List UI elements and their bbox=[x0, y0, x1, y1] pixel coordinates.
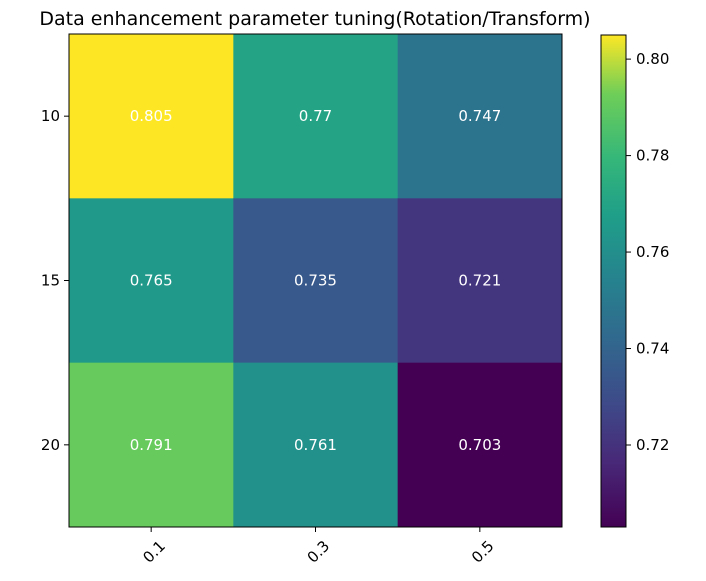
cell-value-label: 0.77 bbox=[299, 107, 332, 125]
x-tick-label: 0.3 bbox=[304, 537, 334, 567]
y-tick-label: 20 bbox=[41, 436, 60, 454]
chart-title: Data enhancement parameter tuning(Rotati… bbox=[39, 8, 590, 30]
y-tick-label: 10 bbox=[41, 107, 60, 125]
heatmap-cell bbox=[233, 362, 399, 528]
heatmap-cells bbox=[69, 34, 563, 528]
y-tick-label: 15 bbox=[41, 272, 60, 290]
cell-value-label: 0.791 bbox=[130, 436, 173, 454]
colorbar: 0.72 0.74 0.76 0.78 0.80 bbox=[600, 34, 669, 528]
heatmap-cell bbox=[69, 362, 234, 528]
heatmap-cell bbox=[233, 34, 399, 199]
x-tick-label: 0.5 bbox=[468, 537, 498, 567]
cell-value-label: 0.703 bbox=[458, 436, 501, 454]
colorbar-tick-label: 0.76 bbox=[636, 243, 669, 261]
x-axis: 0.1 0.3 0.5 bbox=[139, 527, 498, 567]
colorbar-tick-label: 0.74 bbox=[636, 340, 669, 358]
heatmap-cell bbox=[397, 362, 563, 528]
cell-value-label: 0.721 bbox=[458, 272, 501, 290]
cell-value-label: 0.765 bbox=[130, 272, 173, 290]
heatmap-cell bbox=[69, 198, 234, 364]
cell-value-label: 0.761 bbox=[294, 436, 337, 454]
y-axis: 10 15 20 bbox=[41, 107, 69, 454]
heatmap-cell bbox=[233, 198, 399, 364]
cell-value-label: 0.735 bbox=[294, 272, 337, 290]
cell-value-label: 0.747 bbox=[458, 107, 501, 125]
cell-value-label: 0.805 bbox=[130, 107, 173, 125]
heatmap-cell-labels: 0.805 0.77 0.747 0.765 0.735 0.721 0.791 0.761 0… bbox=[130, 107, 502, 454]
colorbar-tick-label: 0.80 bbox=[636, 50, 669, 68]
colorbar-gradient bbox=[600, 34, 627, 528]
colorbar-ticks: 0.72 0.74 0.76 0.78 0.80 bbox=[626, 50, 669, 454]
x-tick-label: 0.1 bbox=[139, 537, 169, 567]
colorbar-tick-label: 0.78 bbox=[636, 147, 669, 165]
colorbar-tick-label: 0.72 bbox=[636, 436, 669, 454]
heatmap-cell bbox=[397, 34, 563, 199]
heatmap-cell bbox=[69, 34, 234, 199]
heatmap-cell bbox=[397, 198, 563, 364]
